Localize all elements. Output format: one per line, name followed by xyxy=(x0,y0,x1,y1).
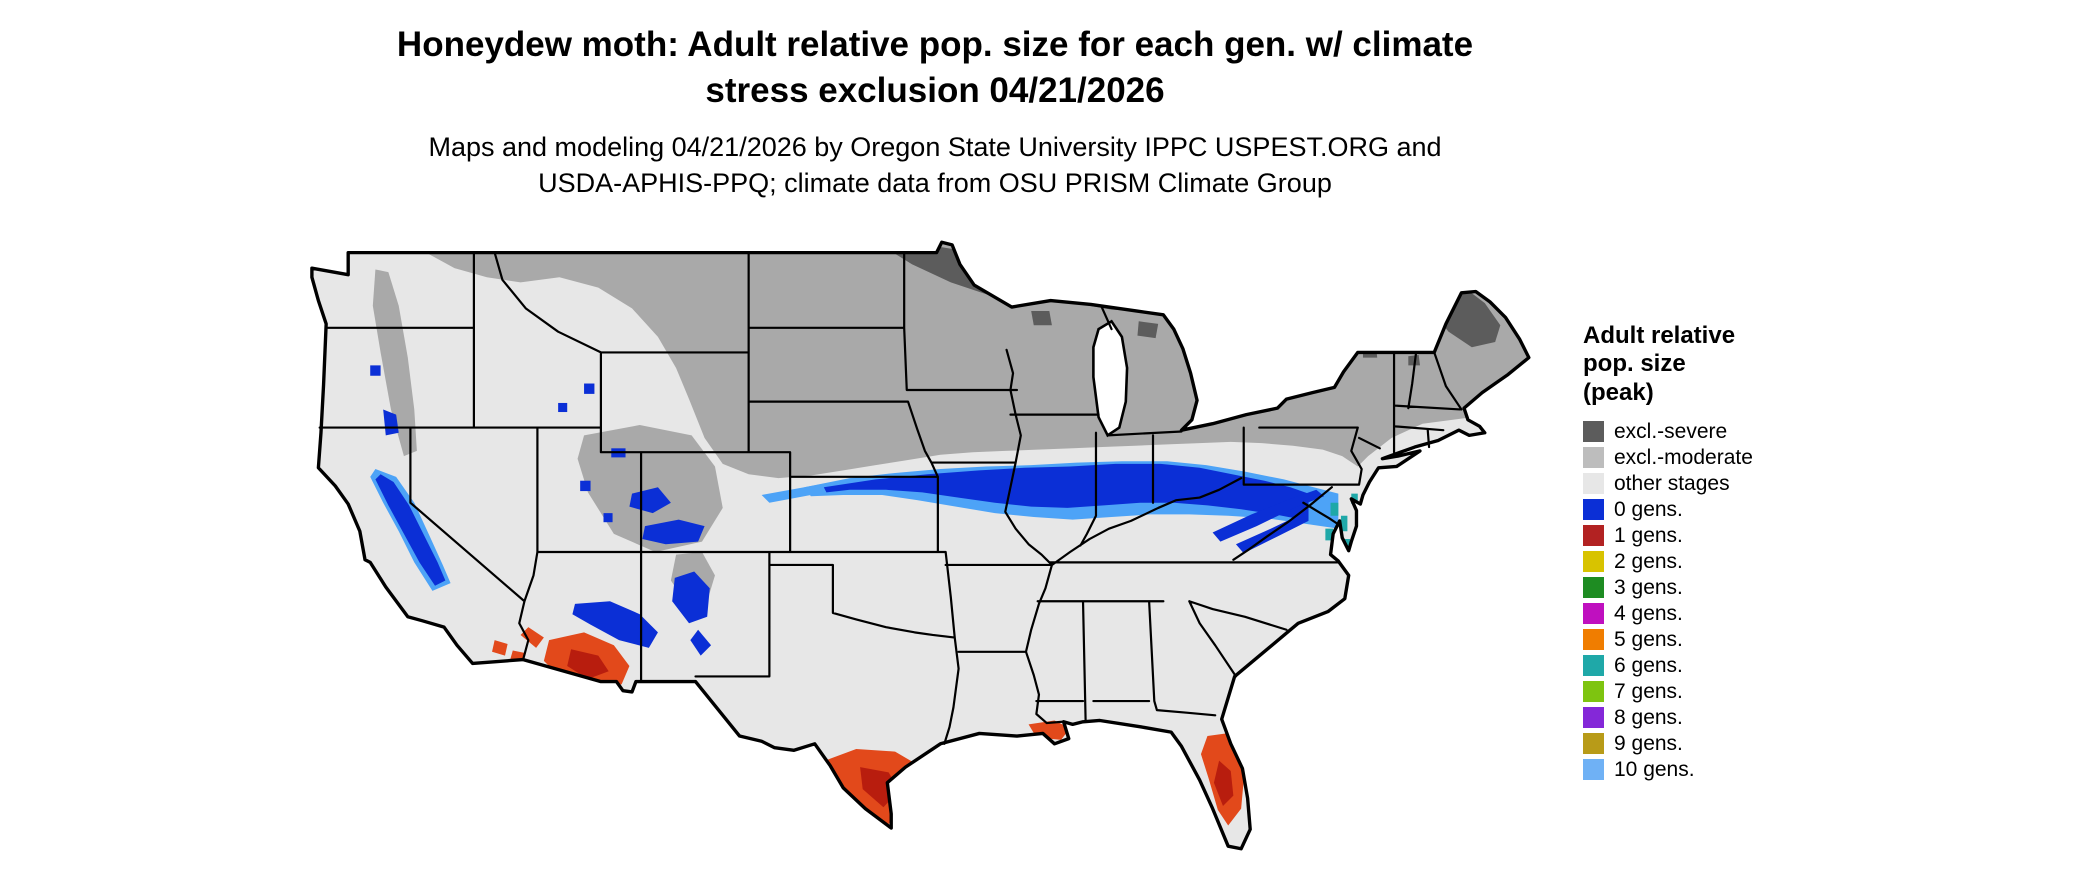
legend-swatch-10-gens xyxy=(1583,758,1604,780)
legend-swatch-other-stages xyxy=(1583,472,1604,494)
legend: Adult relative pop. size (peak) excl.-se… xyxy=(1583,322,1753,785)
legend-swatch-excl-moderate xyxy=(1583,446,1604,468)
legend-label-excl-severe: excl.-severe xyxy=(1614,419,1728,443)
legend-title: Adult relative pop. size (peak) xyxy=(1583,322,1753,407)
header: Honeydew moth: Adult relative pop. size … xyxy=(0,22,1870,202)
legend-swatch-4-gens xyxy=(1583,602,1604,624)
legend-swatch-1-gens xyxy=(1583,524,1604,546)
lake-michigan xyxy=(1092,319,1129,438)
legend-item-7-gens: 7 gens. xyxy=(1583,679,1753,703)
us-map xyxy=(310,240,1531,851)
legend-swatch-6-gens xyxy=(1583,654,1604,676)
legend-item-1-gens: 1 gens. xyxy=(1583,523,1753,547)
legend-swatch-7-gens xyxy=(1583,680,1604,702)
legend-title-line-2: pop. size xyxy=(1583,350,1686,378)
legend-item-other-stages: other stages xyxy=(1583,471,1753,495)
legend-label-8-gens: 8 gens. xyxy=(1614,705,1683,729)
legend-item-2-gens: 2 gens. xyxy=(1583,549,1753,573)
legend-item-excl-moderate: excl.-moderate xyxy=(1583,445,1753,469)
legend-label-1-gens: 1 gens. xyxy=(1614,523,1683,547)
legend-label-excl-moderate: excl.-moderate xyxy=(1614,445,1753,469)
legend-item-9-gens: 9 gens. xyxy=(1583,731,1753,755)
subtitle-line-2: USDA-APHIS-PPQ; climate data from OSU PR… xyxy=(538,168,1332,198)
legend-swatch-9-gens xyxy=(1583,732,1604,754)
legend-label-10-gens: 10 gens. xyxy=(1614,757,1695,781)
legend-item-8-gens: 8 gens. xyxy=(1583,705,1753,729)
legend-label-4-gens: 4 gens. xyxy=(1614,601,1683,625)
legend-item-10-gens: 10 gens. xyxy=(1583,757,1753,781)
legend-label-5-gens: 5 gens. xyxy=(1614,627,1683,651)
title-line-1: Honeydew moth: Adult relative pop. size … xyxy=(396,25,1474,64)
legend-item-4-gens: 4 gens. xyxy=(1583,601,1753,625)
legend-item-6-gens: 6 gens. xyxy=(1583,653,1753,677)
legend-swatch-excl-severe xyxy=(1583,420,1604,442)
legend-swatch-5-gens xyxy=(1583,628,1604,650)
page-title: Honeydew moth: Adult relative pop. size … xyxy=(0,22,1870,114)
legend-label-3-gens: 3 gens. xyxy=(1614,575,1683,599)
legend-label-7-gens: 7 gens. xyxy=(1614,679,1683,703)
us-map-figure xyxy=(305,228,1550,876)
legend-label-other-stages: other stages xyxy=(1614,471,1730,495)
legend-label-0-gens: 0 gens. xyxy=(1614,497,1683,521)
title-line-2: stress exclusion 04/21/2026 xyxy=(705,71,1165,111)
legend-label-9-gens: 9 gens. xyxy=(1614,731,1683,755)
legend-swatch-0-gens xyxy=(1583,498,1604,520)
legend-items: excl.-severe excl.-moderate other stages… xyxy=(1583,419,1753,781)
subtitle-line-1: Maps and modeling 04/21/2026 by Oregon S… xyxy=(428,132,1442,163)
legend-title-line-3: (peak) xyxy=(1583,378,1654,406)
legend-swatch-3-gens xyxy=(1583,576,1604,598)
legend-swatch-8-gens xyxy=(1583,706,1604,728)
legend-item-0-gens: 0 gens. xyxy=(1583,497,1753,521)
legend-item-excl-severe: excl.-severe xyxy=(1583,419,1753,443)
subtitle: Maps and modeling 04/21/2026 by Oregon S… xyxy=(0,130,1870,201)
legend-title-line-1: Adult relative xyxy=(1583,322,1736,349)
state-borders xyxy=(318,251,1463,745)
legend-swatch-2-gens xyxy=(1583,550,1604,572)
legend-label-2-gens: 2 gens. xyxy=(1614,549,1683,573)
legend-item-5-gens: 5 gens. xyxy=(1583,627,1753,651)
legend-label-6-gens: 6 gens. xyxy=(1614,653,1683,677)
legend-item-3-gens: 3 gens. xyxy=(1583,575,1753,599)
map-region-1-gens-core xyxy=(567,649,1234,808)
